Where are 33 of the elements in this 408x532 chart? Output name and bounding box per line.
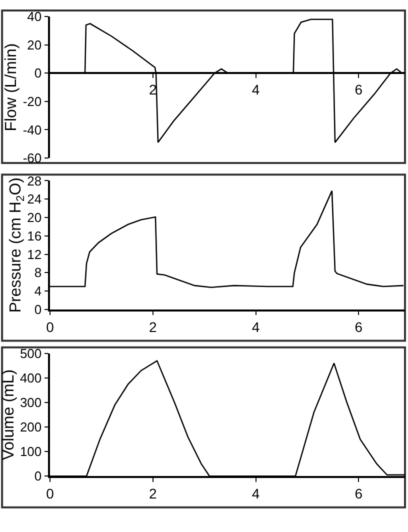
- x-tick-label: 0: [46, 319, 54, 336]
- x-tick-label: 4: [252, 82, 260, 98]
- y-tick-label: 40: [27, 9, 42, 24]
- y-axis-title: Flow (L/min): [3, 43, 20, 132]
- x-tick-label: 4: [252, 486, 260, 502]
- y-tick-label: 28: [27, 173, 42, 188]
- y-tick-label: 500: [20, 346, 42, 361]
- x-tick-label: 2: [149, 319, 157, 336]
- y-tick-label: 0: [34, 66, 42, 81]
- y-tick-label: 20: [27, 210, 42, 226]
- x-tick-label: 2: [149, 486, 157, 502]
- y-tick-label: 8: [34, 265, 42, 280]
- y-axis-title: Volume (mL): [0, 369, 18, 460]
- y-tick-label: 4: [34, 284, 42, 299]
- y-tick-label: 16: [27, 228, 42, 244]
- x-tick-label: 6: [354, 319, 363, 336]
- y-tick-label: 100: [20, 444, 42, 460]
- y-tick-label: 0: [34, 468, 42, 484]
- y-tick-label: 200: [20, 420, 42, 435]
- y-tick-label: -60: [22, 150, 42, 166]
- y-tick-label: 12: [27, 246, 42, 262]
- y-tick-label: 400: [20, 370, 42, 386]
- y-tick-label: 24: [27, 192, 42, 207]
- y-tick-label: -20: [22, 94, 42, 109]
- y-tick-label: 20: [27, 37, 42, 52]
- y-tick-label: 0: [34, 302, 42, 318]
- x-tick-label: 4: [252, 319, 260, 336]
- y-tick-label: 300: [20, 395, 42, 410]
- y-tick-label: -40: [22, 122, 42, 138]
- x-tick-label: 0: [46, 486, 54, 502]
- x-tick-label: 2: [149, 82, 157, 98]
- x-tick-label: 6: [354, 486, 363, 502]
- x-tick-label: 6: [354, 82, 363, 98]
